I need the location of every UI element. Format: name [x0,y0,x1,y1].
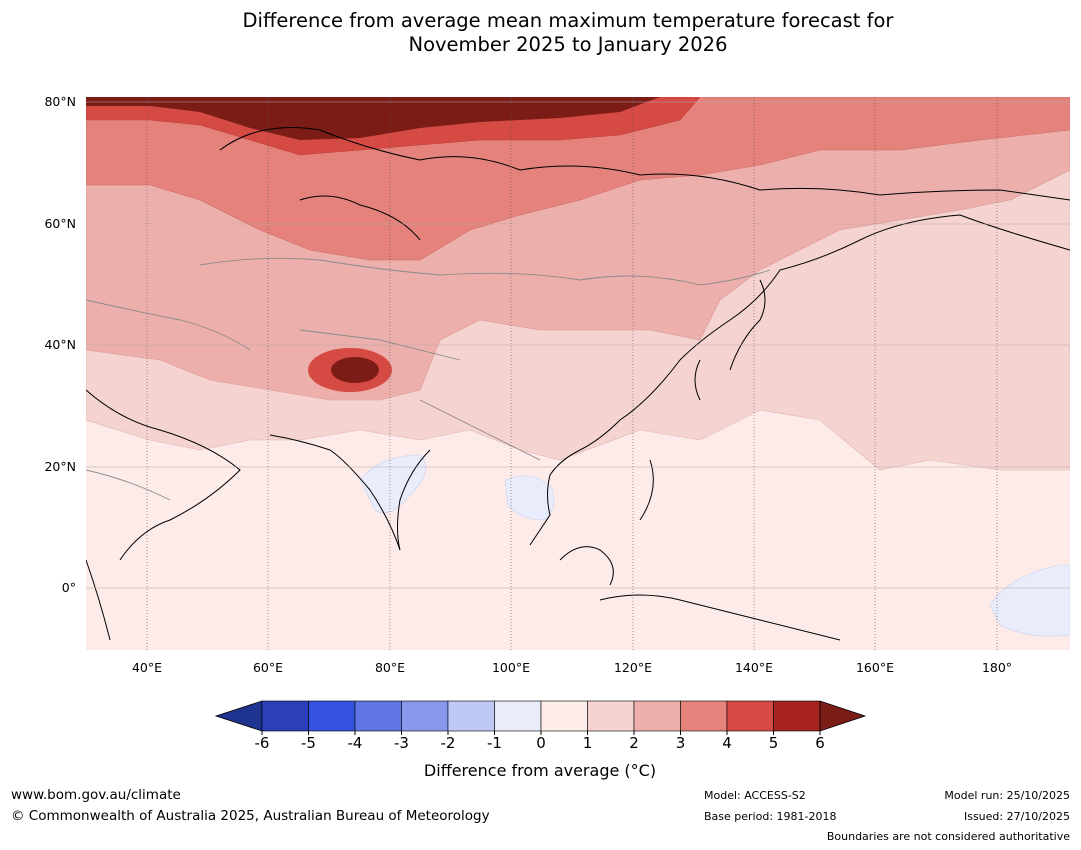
anomaly-neg-pacific [989,564,1070,637]
anomaly-pamir-inner [331,357,379,383]
anomaly-5to6-arctic [86,97,660,140]
y-tick-20n: 20°N [44,459,76,474]
colorbar-tick-label: -4 [347,734,363,752]
colorbar-bin [447,700,495,732]
title-line-2: November 2025 to January 2026 [408,33,728,56]
colorbar [214,700,867,735]
colorbar-bin [261,700,309,732]
colorbar-tick-label: 1 [582,734,593,752]
colorbar-tick-label: 5 [768,734,779,752]
colorbar-bin [308,700,356,732]
y-tick-60n: 60°N [44,216,76,231]
colorbar-tick-label: 0 [536,734,546,752]
y-tick-80n: 80°N [44,94,76,109]
colorbar-tick-label: 4 [722,734,732,752]
colorbar-bin [401,700,449,732]
footer-model-run: Model run: 25/10/2025 [944,789,1070,802]
colorbar-bin [540,700,588,732]
x-tick-160e: 160°E [855,660,894,675]
colorbar-extend-low [214,700,263,732]
chart-title: Difference from average mean maximum tem… [0,9,1081,57]
colorbar-tick-label: -6 [254,734,270,752]
longitude-gridlines [146,97,998,650]
footer-disclaimer: Boundaries are not considered authoritat… [826,830,1070,843]
footer-url[interactable]: www.bom.gov.au/climate [11,787,181,803]
x-tick-180: 180° [981,660,1013,675]
x-tick-40e: 40°E [131,660,163,675]
colorbar-tick-label: 3 [675,734,686,752]
footer-copyright: © Commonwealth of Australia 2025, Austra… [11,808,490,824]
colorbar-bin [354,700,402,732]
x-tick-80e: 80°E [374,660,406,675]
coastlines [86,127,1070,641]
colorbar-bin [494,700,542,732]
colorbar-tick-label: -3 [394,734,409,752]
x-tick-120e: 120°E [613,660,652,675]
y-tick-0: 0° [61,580,76,595]
colorbar-extend-high [819,700,867,732]
title-line-1: Difference from average mean maximum tem… [242,9,894,32]
colorbar-title: Difference from average (°C) [423,761,657,780]
colorbar-bin [587,700,635,732]
y-tick-40n: 40°N [44,337,76,352]
footer-issued: Issued: 27/10/2025 [963,810,1070,823]
colorbar-tick-label: -5 [301,734,316,752]
anomaly-neg-indochina [504,475,555,521]
country-borders [86,257,771,501]
anomaly-map [86,97,1070,650]
colorbar-bin [680,700,728,732]
colorbar-bin [726,700,774,732]
colorbar-tick-label: -1 [487,734,502,752]
footer-model: Model: ACCESS-S2 [704,789,806,802]
anomaly-neg-india [359,454,426,514]
colorbar-bin [633,700,681,732]
x-tick-60e: 60°E [252,660,284,675]
colorbar-bin [773,700,821,732]
colorbar-tick-label: -2 [440,734,456,752]
footer-base-period: Base period: 1981-2018 [704,810,837,823]
colorbar-tick-label: 2 [629,734,639,752]
x-tick-140e: 140°E [734,660,773,675]
latitude-gridlines [86,101,1070,589]
x-tick-100e: 100°E [491,660,530,675]
colorbar-tick-label: 6 [815,734,825,752]
